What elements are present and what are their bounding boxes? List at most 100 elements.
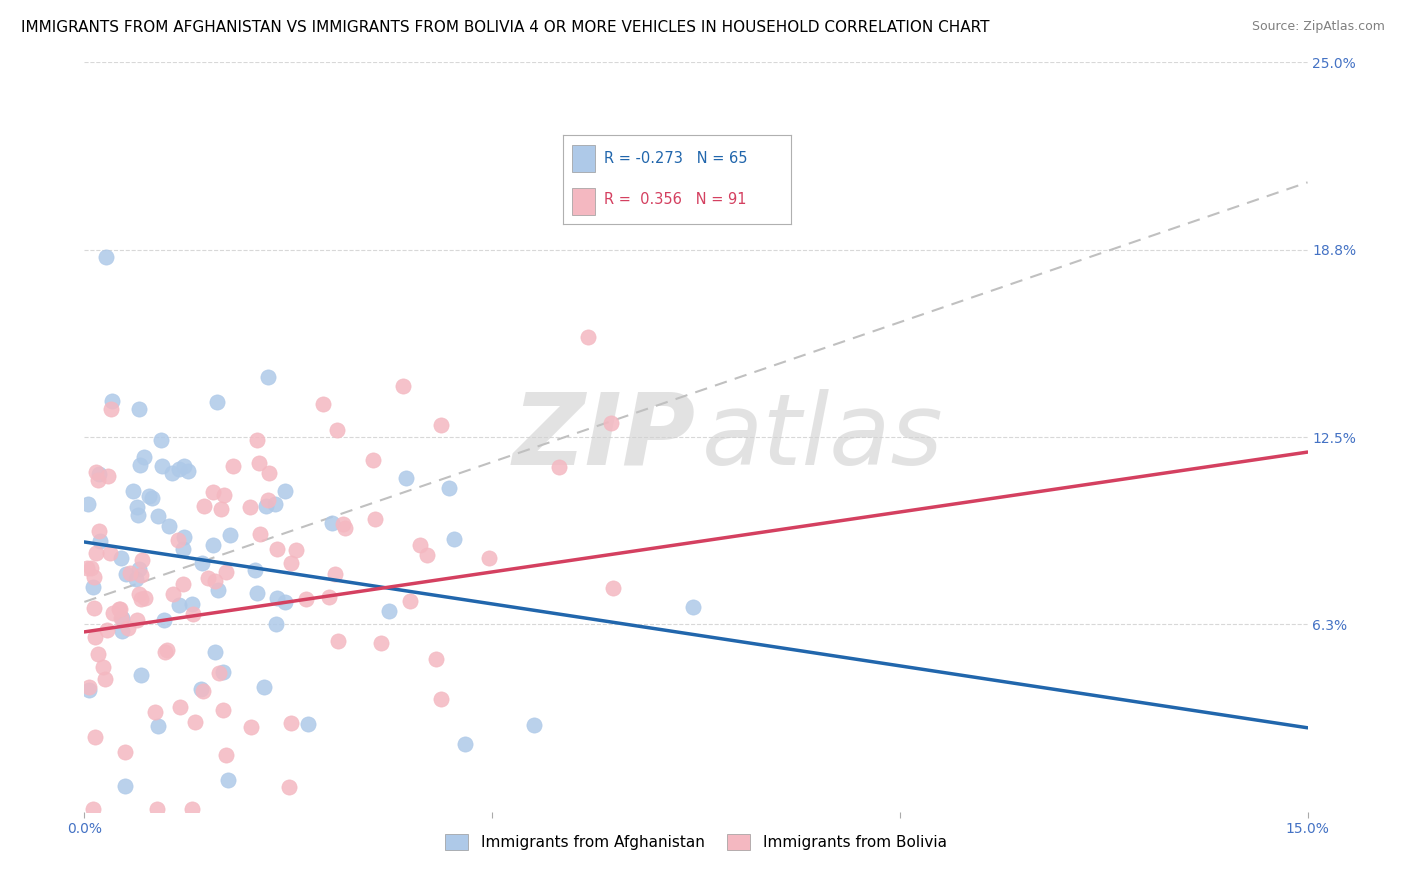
Point (129, 458, 152, 472)
Point (398, 594, 420, 608)
Point (208, 666, 231, 681)
FancyBboxPatch shape (572, 145, 595, 172)
Point (204, 645, 226, 659)
Point (212, 703, 235, 717)
Point (325, 423, 347, 437)
Point (599, 416, 621, 430)
Point (132, 450, 155, 465)
Point (602, 581, 624, 595)
Point (128, 587, 150, 601)
Point (145, 705, 167, 719)
Point (333, 521, 356, 535)
Point (332, 516, 354, 531)
Point (318, 591, 340, 605)
Point (183, 607, 205, 621)
Point (204, 574, 226, 588)
Point (159, 518, 181, 533)
Point (117, 621, 139, 635)
Point (129, 668, 152, 682)
Point (285, 543, 308, 558)
Text: IMMIGRANTS FROM AFGHANISTAN VS IMMIGRANTS FROM BOLIVIA 4 OR MORE VEHICLES IN HOU: IMMIGRANTS FROM AFGHANISTAN VS IMMIGRANT… (21, 20, 990, 35)
Point (392, 379, 415, 393)
Point (141, 491, 163, 505)
Point (477, 551, 499, 566)
Point (184, 714, 207, 729)
Point (94, 672, 117, 686)
Point (209, 501, 232, 516)
Point (108, 602, 131, 616)
Point (395, 471, 418, 485)
Point (217, 773, 239, 788)
Point (191, 684, 214, 698)
Point (323, 567, 346, 582)
Legend: Immigrants from Afghanistan, Immigrants from Bolivia: Immigrants from Afghanistan, Immigrants … (439, 829, 953, 856)
Point (191, 556, 214, 570)
Point (169, 699, 191, 714)
Point (149, 433, 172, 447)
Point (84, 466, 107, 480)
Point (83, 601, 105, 615)
Point (201, 538, 224, 552)
Point (84, 730, 107, 744)
Point (150, 458, 173, 473)
Point (751, 203, 773, 218)
Point (84, 631, 107, 645)
Point (87, 648, 110, 662)
Point (361, 453, 384, 467)
Point (246, 434, 269, 448)
Point (153, 645, 176, 659)
Point (257, 370, 280, 384)
Text: R =  0.356   N = 91: R = 0.356 N = 91 (603, 192, 747, 207)
Point (266, 541, 288, 556)
Point (453, 737, 475, 751)
Point (523, 718, 546, 732)
Point (409, 538, 432, 552)
Point (370, 636, 392, 650)
Point (110, 602, 132, 616)
Point (443, 533, 465, 547)
Point (131, 553, 153, 567)
Point (87, 473, 110, 487)
Text: atlas: atlas (702, 389, 943, 485)
Point (264, 497, 287, 511)
Point (257, 466, 280, 480)
Point (197, 571, 219, 585)
Point (96, 250, 118, 264)
Point (146, 719, 169, 733)
Point (212, 488, 235, 502)
Point (167, 533, 190, 547)
Point (253, 681, 276, 695)
Point (172, 577, 194, 591)
Point (193, 499, 215, 513)
Point (96, 624, 118, 638)
Point (201, 485, 224, 500)
Point (266, 591, 288, 605)
Point (87, 524, 110, 539)
Point (254, 499, 277, 513)
Point (576, 330, 599, 344)
Point (548, 460, 571, 475)
Point (173, 530, 195, 544)
Point (145, 802, 167, 816)
Point (212, 665, 235, 680)
Point (172, 541, 194, 556)
Point (127, 508, 149, 523)
Point (280, 556, 302, 570)
Point (79, 682, 101, 697)
Point (101, 607, 124, 621)
Point (378, 604, 401, 618)
Point (82, 802, 104, 816)
Point (246, 586, 269, 600)
Point (84, 546, 107, 560)
Point (425, 652, 447, 666)
Point (153, 613, 176, 627)
Point (257, 493, 280, 508)
Point (363, 512, 385, 526)
Point (128, 562, 150, 576)
Point (127, 500, 149, 514)
Point (114, 779, 136, 793)
Point (134, 591, 156, 606)
Point (249, 527, 271, 541)
Point (222, 459, 245, 474)
Point (430, 691, 453, 706)
